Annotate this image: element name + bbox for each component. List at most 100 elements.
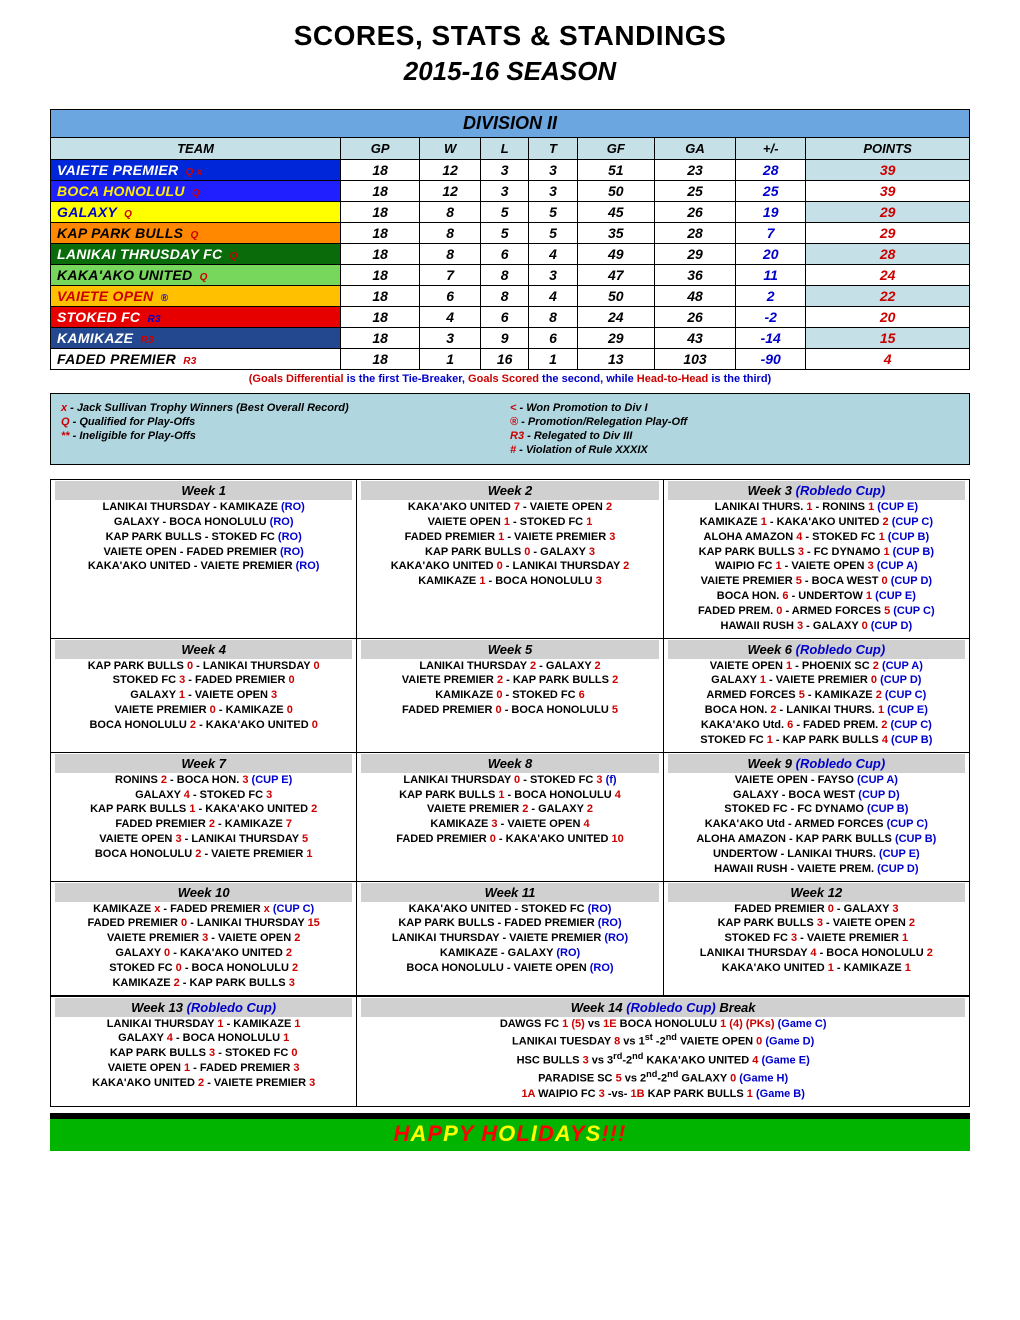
game-line: VAIETE PREMIER 3 - VAIETE OPEN 2 <box>55 931 352 946</box>
game-line: HAWAII RUSH 3 - GALAXY 0 (CUP D) <box>668 619 965 634</box>
stat-pm: 2 <box>736 286 806 307</box>
stat-pm: -90 <box>736 349 806 370</box>
game-line: HAWAII RUSH - VAIETE PREM. (CUP D) <box>668 862 965 877</box>
stat-ga: 29 <box>654 244 735 265</box>
game-line: ARMED FORCES 5 - KAMIKAZE 2 (CUP C) <box>668 688 965 703</box>
game-line: KAKA'AKO UNITED 0 - LANIKAI THURSDAY 2 <box>361 559 658 574</box>
game-line: KAKA'AKO Utd - ARMED FORCES (CUP C) <box>668 817 965 832</box>
standings-row: KAP PARK BULLS Q188553528729 <box>51 223 970 244</box>
col-+/-: +/- <box>736 138 806 160</box>
tiebreak-note: (Goals Differential is the first Tie-Bre… <box>50 373 970 385</box>
legend-item: x - Jack Sullivan Trophy Winners (Best O… <box>61 402 510 414</box>
team-cell: LANIKAI THRUSDAY FC Q <box>51 244 341 265</box>
stat-gf: 47 <box>577 265 654 286</box>
game-line: GALAXY - BOCA WEST (CUP D) <box>668 788 965 803</box>
stat-w: 6 <box>420 286 481 307</box>
game-line: LANIKAI THURSDAY 1 - KAMIKAZE 1 <box>55 1017 352 1032</box>
game-line: KAMIKAZE 3 - VAIETE OPEN 4 <box>361 817 658 832</box>
stat-gp: 18 <box>341 307 420 328</box>
stat-pts: 29 <box>806 223 970 244</box>
col-points: POINTS <box>806 138 970 160</box>
stat-ga: 48 <box>654 286 735 307</box>
game-line: KAMIKAZE - GALAXY (RO) <box>361 946 658 961</box>
stat-gp: 18 <box>341 160 420 181</box>
standings-row: BOCA HONOLULU Q18123350252539 <box>51 181 970 202</box>
game-line: FADED PREMIER 0 - GALAXY 3 <box>668 902 965 917</box>
stat-l: 8 <box>480 265 528 286</box>
stat-t: 4 <box>529 244 577 265</box>
stat-pts: 29 <box>806 202 970 223</box>
stat-gf: 45 <box>577 202 654 223</box>
stat-pm: 20 <box>736 244 806 265</box>
division-header: DIVISION II <box>51 110 970 138</box>
game-line: ALOHA AMAZON - KAP PARK BULLS (CUP B) <box>668 832 965 847</box>
page-subtitle: 2015-16 SEASON <box>50 56 970 87</box>
page-title: SCORES, STATS & STANDINGS <box>50 20 970 52</box>
standings-row: FADED PREMIER R318116113103-904 <box>51 349 970 370</box>
game-line: WAIPIO FC 1 - VAIETE OPEN 3 (CUP A) <box>668 559 965 574</box>
legend-item: R3 - Relegated to Div III <box>510 430 959 442</box>
game-line: LANIKAI THURSDAY - VAIETE PREMIER (RO) <box>361 931 658 946</box>
game-line: PARADISE SC 5 vs 2nd-2nd GALAXY 0 (Game … <box>361 1068 965 1087</box>
game-line: LANIKAI THURSDAY 4 - BOCA HONOLULU 2 <box>668 946 965 961</box>
game-line: VAIETE PREMIER 5 - BOCA WEST 0 (CUP D) <box>668 574 965 589</box>
week-cell: Week 12FADED PREMIER 0 - GALAXY 3KAP PAR… <box>663 881 969 995</box>
legend-item: # - Violation of Rule XXXIX <box>510 444 959 456</box>
week-cell: Week 3 (Robledo Cup)LANIKAI THURS. 1 - R… <box>663 480 969 639</box>
game-line: RONINS 2 - BOCA HON. 3 (CUP E) <box>55 773 352 788</box>
game-line: KAP PARK BULLS 1 - BOCA HONOLULU 4 <box>361 788 658 803</box>
stat-pts: 28 <box>806 244 970 265</box>
standings-row: KAMIKAZE R3183962943-1415 <box>51 328 970 349</box>
stat-pts: 24 <box>806 265 970 286</box>
legend-box: x - Jack Sullivan Trophy Winners (Best O… <box>50 393 970 465</box>
stat-pm: 28 <box>736 160 806 181</box>
team-cell: KAMIKAZE R3 <box>51 328 341 349</box>
stat-t: 3 <box>529 265 577 286</box>
game-line: GALAXY - BOCA HONOLULU (RO) <box>55 515 352 530</box>
stat-w: 8 <box>420 223 481 244</box>
game-line: FADED PREMIER 1 - VAIETE PREMIER 3 <box>361 530 658 545</box>
standings-row: VAIETE PREMIER Q x18123351232839 <box>51 160 970 181</box>
stat-gp: 18 <box>341 349 420 370</box>
stat-l: 6 <box>480 307 528 328</box>
game-line: KAMIKAZE 1 - BOCA HONOLULU 3 <box>361 574 658 589</box>
game-line: KAKA'AKO UNITED - STOKED FC (RO) <box>361 902 658 917</box>
stat-pm: 7 <box>736 223 806 244</box>
week-head: Week 9 (Robledo Cup) <box>668 754 965 773</box>
game-line: UNDERTOW - LANIKAI THURS. (CUP E) <box>668 847 965 862</box>
game-line: LANIKAI TUESDAY 8 vs 1st -2nd VAIETE OPE… <box>361 1031 965 1050</box>
week-head: Week 1 <box>55 481 352 500</box>
game-line: GALAXY 4 - STOKED FC 3 <box>55 788 352 803</box>
game-line: ALOHA AMAZON 4 - STOKED FC 1 (CUP B) <box>668 530 965 545</box>
game-line: KAMIKAZE x - FADED PREMIER x (CUP C) <box>55 902 352 917</box>
stat-w: 12 <box>420 181 481 202</box>
week-cell: Week 2KAKA'AKO UNITED 7 - VAIETE OPEN 2V… <box>357 480 663 639</box>
team-cell: GALAXY Q <box>51 202 341 223</box>
team-cell: FADED PREMIER R3 <box>51 349 341 370</box>
stat-t: 5 <box>529 202 577 223</box>
game-line: FADED PREMIER 2 - KAMIKAZE 7 <box>55 817 352 832</box>
stat-pts: 4 <box>806 349 970 370</box>
weeks-table-bottom: Week 13 (Robledo Cup)LANIKAI THURSDAY 1 … <box>50 996 970 1107</box>
col-gf: GF <box>577 138 654 160</box>
stat-ga: 36 <box>654 265 735 286</box>
game-line: VAIETE PREMIER 2 - GALAXY 2 <box>361 802 658 817</box>
footer: HAPPY HOLIDAYS!!! <box>50 1113 970 1151</box>
game-line: LANIKAI THURSDAY - KAMIKAZE (RO) <box>55 500 352 515</box>
game-line: STOKED FC 3 - FADED PREMIER 0 <box>55 673 352 688</box>
game-line: BOCA HON. 2 - LANIKAI THURS. 1 (CUP E) <box>668 703 965 718</box>
game-line: GALAXY 1 - VAIETE PREMIER 0 (CUP D) <box>668 673 965 688</box>
col-t: T <box>529 138 577 160</box>
stat-t: 1 <box>529 349 577 370</box>
stat-ga: 43 <box>654 328 735 349</box>
week-head: Week 3 (Robledo Cup) <box>668 481 965 500</box>
game-line: FADED PREMIER 0 - KAKA'AKO UNITED 10 <box>361 832 658 847</box>
game-line: LANIKAI THURS. 1 - RONINS 1 (CUP E) <box>668 500 965 515</box>
stat-ga: 26 <box>654 202 735 223</box>
game-line: BOCA HONOLULU 2 - KAKA'AKO UNITED 0 <box>55 718 352 733</box>
standings-row: STOKED FC R3184682426-220 <box>51 307 970 328</box>
game-line: KAP PARK BULLS 3 - VAIETE OPEN 2 <box>668 916 965 931</box>
game-line: HSC BULLS 3 vs 3rd-2nd KAKA'AKO UNITED 4… <box>361 1050 965 1069</box>
team-cell: VAIETE OPEN ® <box>51 286 341 307</box>
legend-item: ** - Ineligible for Play-Offs <box>61 430 510 442</box>
